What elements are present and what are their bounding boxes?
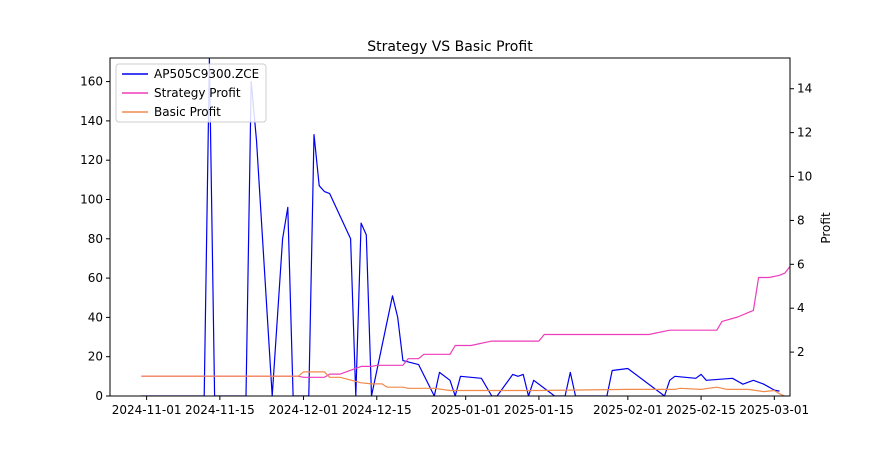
plot-frame <box>109 57 791 397</box>
y-left-tick-label: 160 <box>80 75 103 89</box>
y-left-tick-label: 20 <box>88 350 103 364</box>
legend-label: Strategy Profit <box>154 86 241 100</box>
x-tick-label: 2025-01-01 <box>431 403 501 417</box>
legend: AP505C9300.ZCE Strategy Profit Basic Profi… <box>115 63 267 123</box>
y-axis-right: 2 4 6 8 10 12 14 <box>790 82 812 359</box>
x-axis: 2024-11-01 2024-11-15 2024-12-01 2024-12-15… <box>112 396 809 417</box>
y-left-tick-label: 60 <box>88 271 103 285</box>
x-tick-label: 2025-02-15 <box>666 403 736 417</box>
y-right-tick-label: 4 <box>797 301 805 315</box>
y-left-tick-label: 40 <box>88 310 103 324</box>
series-line-2 <box>141 266 790 378</box>
y-right-tick-label: 10 <box>797 170 812 184</box>
y-axis-right-label: Profit <box>819 212 833 244</box>
y-left-tick-label: 120 <box>80 153 103 167</box>
y-left-tick-label: 0 <box>95 389 103 403</box>
y-axis-left: 0 20 40 60 80 100 120 140 160 <box>80 75 110 403</box>
y-right-tick-label: 8 <box>797 213 805 227</box>
y-right-tick-label: 14 <box>797 82 812 96</box>
plot-area <box>141 58 790 396</box>
y-right-tick-label: 12 <box>797 126 812 140</box>
y-right-tick-label: 2 <box>797 345 805 359</box>
x-tick-label: 2024-12-01 <box>269 403 339 417</box>
x-tick-label: 2025-03-01 <box>739 403 809 417</box>
x-tick-label: 2024-11-15 <box>185 403 255 417</box>
legend-label: AP505C9300.ZCE <box>154 67 259 81</box>
legend-label: Basic Profit <box>154 105 221 119</box>
y-left-tick-label: 140 <box>80 114 103 128</box>
chart-title: Strategy VS Basic Profit <box>367 39 533 55</box>
legend-box <box>115 63 267 123</box>
x-tick-label: 2024-12-15 <box>342 403 412 417</box>
y-left-tick-label: 80 <box>88 232 103 246</box>
y-right-tick-label: 6 <box>797 257 805 271</box>
series-line-1 <box>141 58 780 396</box>
x-tick-label: 2024-11-01 <box>112 403 182 417</box>
x-tick-label: 2025-01-15 <box>504 403 574 417</box>
x-tick-label: 2025-02-01 <box>593 403 663 417</box>
series-line-3 <box>141 371 786 396</box>
y-left-tick-label: 100 <box>80 192 103 206</box>
